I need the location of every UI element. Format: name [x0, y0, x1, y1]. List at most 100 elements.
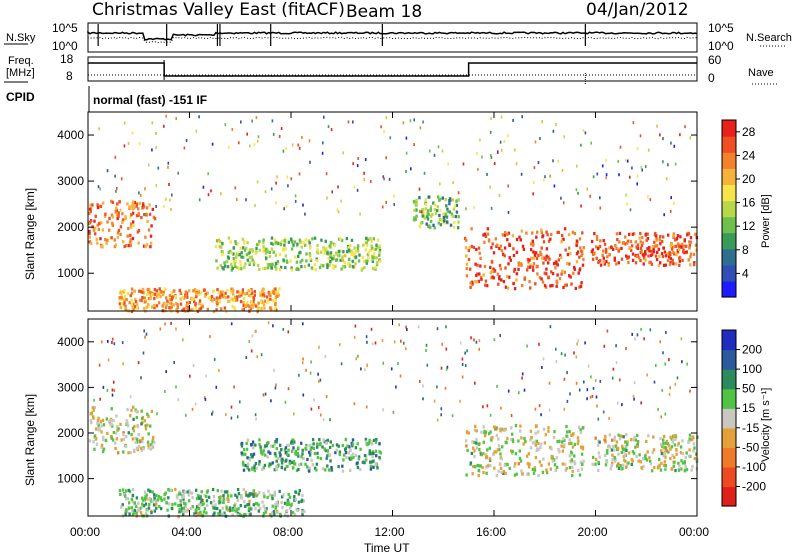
velocity-heatmap — [88, 321, 699, 519]
velocity-panel-cell-2-156 — [368, 441, 371, 445]
power-panel-cell-4-229 — [550, 270, 553, 274]
power-panel-cell-4-190 — [511, 234, 515, 238]
power-panel-cell-1-245 — [192, 289, 195, 293]
power-panel-cell-1-270 — [160, 290, 163, 294]
velocity-panel-cell-4-115 — [624, 465, 628, 469]
velocity-panel-noise-172 — [549, 325, 552, 329]
velocity-panel-cell-1-174 — [169, 488, 172, 492]
vel-cbar-swatch-5 — [722, 388, 736, 409]
power-panel-cell-1-260 — [168, 301, 171, 305]
power-panel-noise-155 — [561, 169, 564, 172]
velocity-panel-cell-2-66 — [354, 446, 358, 450]
station-title: Christmas Valley East (fitACF) — [92, 0, 345, 20]
power-panel-cell-4-242 — [559, 253, 562, 257]
velocity-panel-cell-2-252 — [297, 467, 300, 472]
power-panel-cell-2-49 — [299, 260, 302, 264]
power-panel-noise-240 — [662, 137, 664, 141]
power-panel-cell-5-182 — [661, 240, 664, 244]
power-panel-cell-2-304 — [265, 247, 268, 251]
velocity-panel-cell-1-333 — [236, 513, 240, 517]
velocity-panel-cell-1-17 — [182, 499, 185, 503]
x-tick-label-2: 08:00 — [273, 525, 303, 539]
power-panel-noise-69 — [115, 189, 117, 193]
power-panel-noise-27 — [249, 144, 251, 148]
power-panel-noise-202 — [629, 208, 632, 212]
velocity-panel-cell-3-109 — [514, 424, 518, 428]
power-panel-cell-4-245 — [575, 243, 578, 247]
power-panel-cell-0-64 — [116, 231, 120, 235]
power-panel-noise-257 — [140, 193, 142, 197]
power-panel-cell-0-137 — [94, 214, 97, 218]
power-panel-cell-4-55 — [479, 264, 482, 268]
velocity-panel-noise-255 — [406, 328, 408, 331]
velocity-panel-cell-3-31 — [532, 471, 536, 475]
velocity-panel-cell-2-128 — [275, 447, 278, 451]
velocity-panel-noise-203 — [669, 386, 671, 390]
velocity-panel-cell-4-178 — [658, 463, 661, 467]
power-panel-noise-201 — [309, 160, 311, 164]
velocity-panel-cell-4-6 — [692, 449, 695, 453]
power-panel-cell-2-175 — [309, 246, 312, 250]
velocity-panel-noise-59 — [594, 379, 597, 382]
power-panel-cell-1-47 — [134, 300, 138, 304]
power-panel-cell-0-43 — [149, 234, 153, 238]
velocity-panel-cell-1-190 — [294, 490, 298, 494]
noise-tick-right-top: 10^5 — [708, 21, 734, 35]
power-panel-noise-218 — [133, 203, 135, 207]
velocity-panel-cell-1-397 — [207, 495, 211, 499]
velocity-panel-cell-2-198 — [287, 443, 291, 447]
velocity-panel-cell-0-113 — [125, 435, 128, 439]
power-panel-cell-5-19 — [671, 258, 674, 262]
velocity-panel-cell-3-242 — [550, 454, 553, 458]
power-panel-noise-7 — [347, 120, 350, 124]
power-panel-noise-60 — [669, 209, 672, 213]
power-panel-cell-1-83 — [147, 305, 150, 309]
power-panel-cell-0-68 — [135, 214, 139, 218]
power-panel-noise-86 — [402, 121, 405, 125]
power-panel-cell-4-165 — [579, 246, 582, 250]
velocity-panel-noise-170 — [680, 337, 683, 341]
velocity-panel-cell-4-82 — [606, 449, 609, 453]
power-panel-cell-4-122 — [535, 235, 538, 239]
power-panel-noise-241 — [670, 141, 672, 145]
power-panel-cell-3-17 — [423, 216, 427, 220]
power-panel-cell-5-13 — [630, 248, 633, 252]
velocity-panel-cell-2-214 — [280, 466, 283, 470]
velocity-panel-cell-3-240 — [537, 474, 540, 478]
velocity-panel-cell-2-44 — [292, 466, 295, 470]
velocity-panel-noise-169 — [655, 364, 657, 368]
power-panel-cell-2-84 — [378, 248, 382, 252]
velocity-panel-cell-0-97 — [130, 408, 133, 412]
power-panel-cell-2-231 — [299, 240, 302, 244]
power-panel-cell-5-157 — [685, 244, 688, 248]
power-panel-noise-106 — [507, 211, 510, 214]
power-panel-cell-4-138 — [548, 257, 551, 261]
power-panel-cell-1-264 — [253, 293, 256, 297]
power-panel-cell-2-117 — [356, 244, 360, 248]
power-panel-cell-4-59 — [566, 253, 570, 257]
power-panel-noise-145 — [679, 133, 681, 137]
power-panel-noise-199 — [285, 147, 287, 150]
velocity-panel-cell-4-24 — [680, 459, 683, 463]
power-panel-cell-2-202 — [219, 240, 222, 244]
power-panel-cell-2-347 — [361, 256, 365, 260]
power-panel-cell-4-201 — [549, 284, 552, 288]
velocity-panel-noise-188 — [664, 412, 667, 416]
power-panel-noise-129 — [684, 125, 686, 129]
velocity-panel-cell-2-233 — [323, 447, 326, 451]
power-panel-cell-5-176 — [643, 255, 646, 259]
velocity-panel-cell-3-189 — [570, 441, 573, 445]
power-panel-cell-4-136 — [520, 263, 523, 267]
velocity-panel-noise-61 — [662, 351, 664, 355]
power-panel-cell-1-319 — [274, 299, 277, 303]
power-panel-noise-56 — [116, 186, 118, 190]
power-panel-noise-91 — [256, 139, 259, 143]
power-panel-cell-1-5 — [219, 293, 222, 297]
velocity-panel-noise-117 — [248, 340, 250, 343]
power-panel-cell-1-173 — [133, 305, 137, 309]
power-panel-cell-1-50 — [267, 290, 270, 295]
power-panel-cell-1-288 — [223, 306, 226, 310]
power-panel-cell-1-254 — [268, 292, 271, 296]
velocity-panel-noise-125 — [175, 327, 177, 331]
velocity-panel-noise-258 — [493, 338, 496, 342]
